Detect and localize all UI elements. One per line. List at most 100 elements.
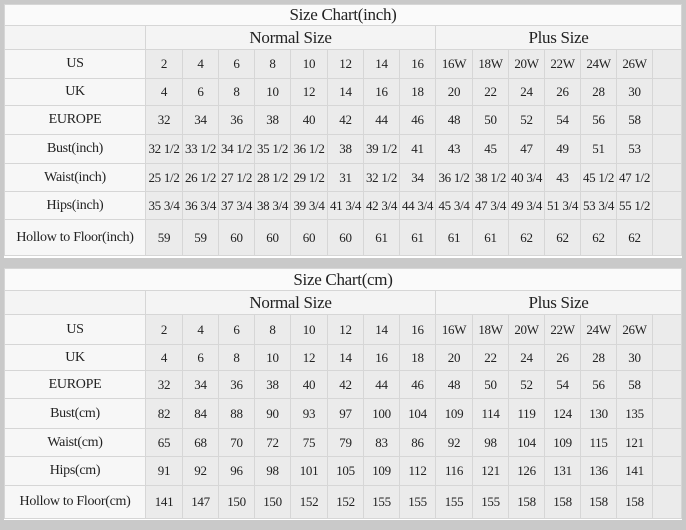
size-value-cell: 39 3/4: [290, 191, 328, 220]
size-value-cell: 130: [580, 398, 617, 429]
size-value-cell: 54: [544, 370, 581, 399]
size-value-cell: 25 1/2: [145, 163, 183, 192]
size-value-cell: 14: [363, 314, 400, 345]
size-value-cell: 16: [363, 78, 400, 106]
empty-cell: [652, 134, 682, 164]
size-value-cell: 10: [290, 49, 328, 79]
plus-size-header: Plus Size: [435, 25, 682, 50]
size-value-cell: 158: [580, 485, 617, 519]
empty-cell: [652, 105, 682, 135]
size-value-cell: 53: [616, 134, 653, 164]
size-value-cell: 60: [218, 219, 255, 256]
size-value-cell: 150: [218, 485, 255, 519]
chart-title: Size Chart(inch): [4, 4, 682, 26]
size-value-cell: 26: [544, 344, 581, 371]
table-row: UK 4 6 8 10 12 14 16 18 20 22 24 26 28 30: [4, 344, 682, 371]
table-row: EUROPE 32 34 36 38 40 42 44 46 48 50 52 54 56 58: [4, 105, 682, 135]
size-value-cell: 98: [254, 456, 291, 486]
size-value-cell: 155: [472, 485, 509, 519]
size-value-cell: 38: [254, 370, 291, 399]
title-row: Size Chart(cm): [4, 268, 682, 291]
size-value-cell: 112: [399, 456, 436, 486]
size-value-cell: 43: [544, 163, 581, 192]
size-value-cell: 16W: [435, 314, 473, 345]
size-value-cell: 41: [399, 134, 436, 164]
size-value-cell: 26W: [616, 49, 653, 79]
size-value-cell: 55 1/2: [616, 191, 653, 220]
size-value-cell: 4: [145, 344, 183, 371]
size-value-cell: 40: [290, 105, 328, 135]
size-value-cell: 16W: [435, 49, 473, 79]
size-chart-inch: Size Chart(inch) Normal Size Plus Size US 2 4…: [4, 4, 682, 258]
size-value-cell: 88: [218, 398, 255, 429]
size-value-cell: 8: [218, 344, 255, 371]
size-value-cell: 61: [399, 219, 436, 256]
size-value-cell: 56: [580, 105, 617, 135]
size-value-cell: 12: [327, 49, 364, 79]
size-value-cell: 101: [290, 456, 328, 486]
empty-cell: [652, 370, 682, 399]
size-value-cell: 82: [145, 398, 183, 429]
row-label: Waist(cm): [4, 428, 146, 457]
size-value-cell: 114: [472, 398, 509, 429]
size-value-cell: 126: [508, 456, 545, 486]
group-header-row: Normal Size Plus Size: [4, 290, 682, 315]
size-value-cell: 32 1/2: [145, 134, 183, 164]
size-value-cell: 91: [145, 456, 183, 486]
size-value-cell: 84: [182, 398, 219, 429]
size-value-cell: 34: [399, 163, 436, 192]
size-value-cell: 44 3/4: [399, 191, 436, 220]
size-value-cell: 33 1/2: [182, 134, 219, 164]
empty-cell: [652, 485, 682, 519]
size-value-cell: 8: [218, 78, 255, 106]
row-label: US: [4, 49, 146, 79]
size-value-cell: 38 1/2: [472, 163, 509, 192]
size-value-cell: 42: [327, 105, 364, 135]
size-value-cell: 42 3/4: [363, 191, 400, 220]
size-value-cell: 36 1/2: [435, 163, 473, 192]
row-label: Hollow to Floor(inch): [4, 219, 146, 256]
empty-cell: [652, 344, 682, 371]
size-value-cell: 119: [508, 398, 545, 429]
size-value-cell: 46: [399, 105, 436, 135]
size-value-cell: 8: [254, 49, 291, 79]
size-value-cell: 150: [254, 485, 291, 519]
size-value-cell: 30: [616, 344, 653, 371]
size-value-cell: 51: [580, 134, 617, 164]
size-value-cell: 12: [290, 344, 328, 371]
size-value-cell: 124: [544, 398, 581, 429]
size-value-cell: 61: [363, 219, 400, 256]
size-value-cell: 116: [435, 456, 473, 486]
size-value-cell: 104: [508, 428, 545, 457]
size-value-cell: 62: [544, 219, 581, 256]
size-value-cell: 60: [327, 219, 364, 256]
size-value-cell: 147: [182, 485, 219, 519]
row-label: UK: [4, 78, 146, 106]
size-value-cell: 92: [182, 456, 219, 486]
size-value-cell: 97: [327, 398, 364, 429]
size-value-cell: 131: [544, 456, 581, 486]
size-value-cell: 24: [508, 344, 545, 371]
size-value-cell: 83: [363, 428, 400, 457]
size-value-cell: 14: [363, 49, 400, 79]
empty-cell: [652, 163, 682, 192]
size-value-cell: 26W: [616, 314, 653, 345]
size-value-cell: 158: [508, 485, 545, 519]
size-value-cell: 20: [435, 78, 473, 106]
size-value-cell: 52: [508, 370, 545, 399]
size-value-cell: 45: [472, 134, 509, 164]
size-value-cell: 135: [616, 398, 653, 429]
size-value-cell: 46: [399, 370, 436, 399]
size-value-cell: 36: [218, 370, 255, 399]
size-value-cell: 37 3/4: [218, 191, 255, 220]
size-value-cell: 38 3/4: [254, 191, 291, 220]
size-value-cell: 22: [472, 78, 509, 106]
size-value-cell: 47 1/2: [616, 163, 653, 192]
size-value-cell: 6: [218, 314, 255, 345]
size-value-cell: 59: [182, 219, 219, 256]
size-value-cell: 18: [399, 344, 436, 371]
size-value-cell: 61: [435, 219, 473, 256]
size-value-cell: 10: [254, 78, 291, 106]
size-value-cell: 18: [399, 78, 436, 106]
size-value-cell: 100: [363, 398, 400, 429]
